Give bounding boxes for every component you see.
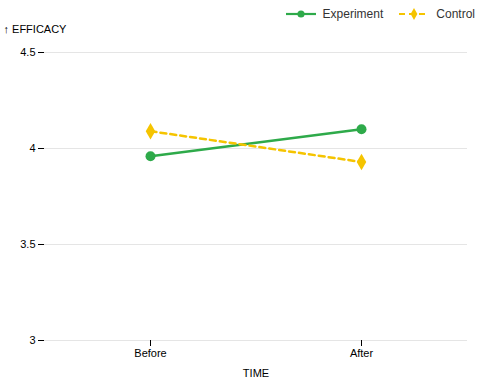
svg-text:↑ EFFICACY: ↑ EFFICACY [4, 23, 68, 35]
svg-text:3: 3 [29, 334, 35, 346]
svg-text:After: After [350, 347, 374, 359]
svg-text:3.5: 3.5 [20, 238, 35, 250]
svg-text:4: 4 [29, 142, 35, 154]
html-text:Control: Control [436, 7, 475, 21]
svg-text:4.5: 4.5 [20, 46, 35, 58]
html-text:Experiment: Experiment [322, 7, 384, 21]
svg-text:TIME: TIME [243, 367, 269, 379]
svg-text:Before: Before [134, 347, 166, 359]
